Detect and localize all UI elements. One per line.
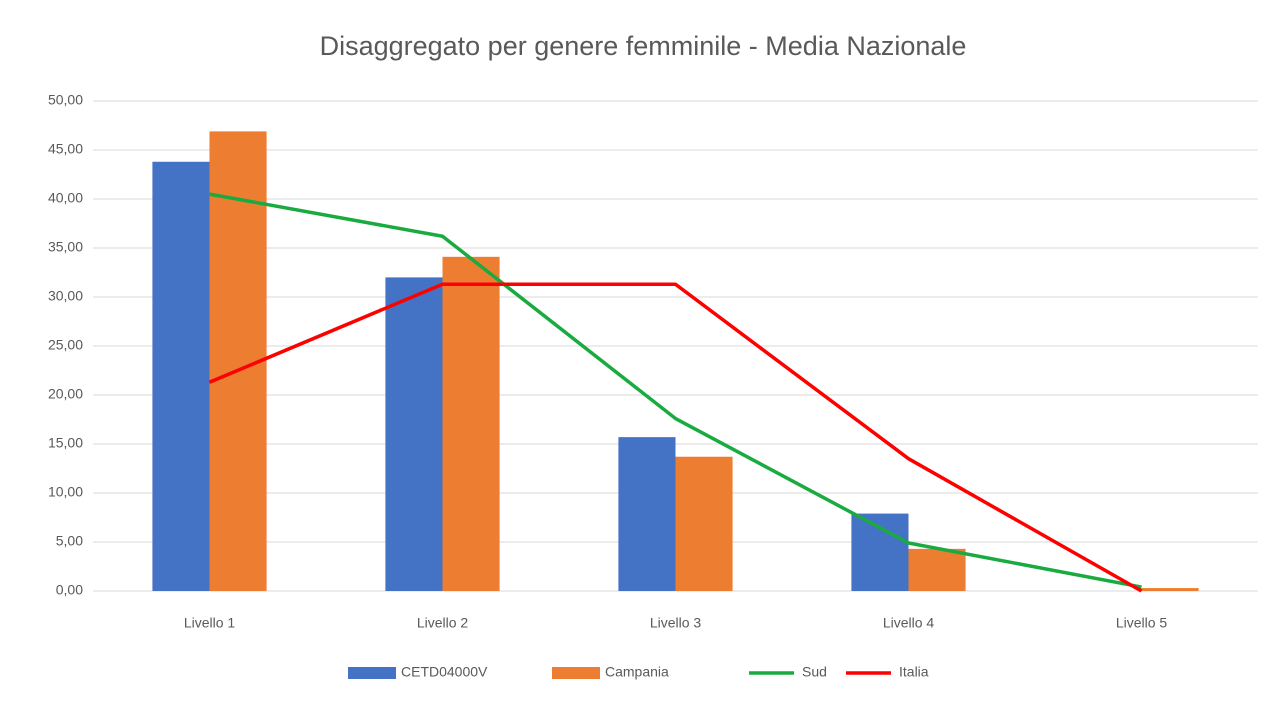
y-tick-label: 35,00 [48,239,83,255]
bar [675,456,733,591]
chart-title: Disaggregato per genere femminile - Medi… [320,31,967,61]
legend-swatch [348,667,396,679]
legend-swatch [552,667,600,679]
x-tick-label: Livello 3 [650,615,702,631]
legend-label: CETD04000V [401,664,488,680]
legend-label: Sud [802,664,827,680]
y-tick-label: 50,00 [48,92,83,108]
y-tick-label: 20,00 [48,386,83,402]
y-tick-label: 45,00 [48,141,83,157]
line [209,192,1142,589]
y-tick-label: 5,00 [56,533,83,549]
y-tick-label: 30,00 [48,288,83,304]
bar [152,161,210,591]
bar [385,277,443,591]
x-tick-label: Livello 2 [417,615,469,631]
x-tick-label: Livello 4 [883,615,935,631]
bar [618,437,676,591]
x-tick-label: Livello 1 [184,615,236,631]
x-tick-label: Livello 5 [1116,615,1168,631]
legend-label: Campania [605,664,669,680]
legend-label: Italia [899,664,929,680]
bar [851,513,909,591]
bar [1141,588,1199,591]
bar [908,548,966,591]
y-tick-label: 15,00 [48,435,83,451]
y-tick-label: 10,00 [48,484,83,500]
y-tick-label: 0,00 [56,582,83,598]
y-tick-label: 40,00 [48,190,83,206]
line [208,282,1143,593]
y-tick-label: 25,00 [48,337,83,353]
bar [442,256,500,591]
